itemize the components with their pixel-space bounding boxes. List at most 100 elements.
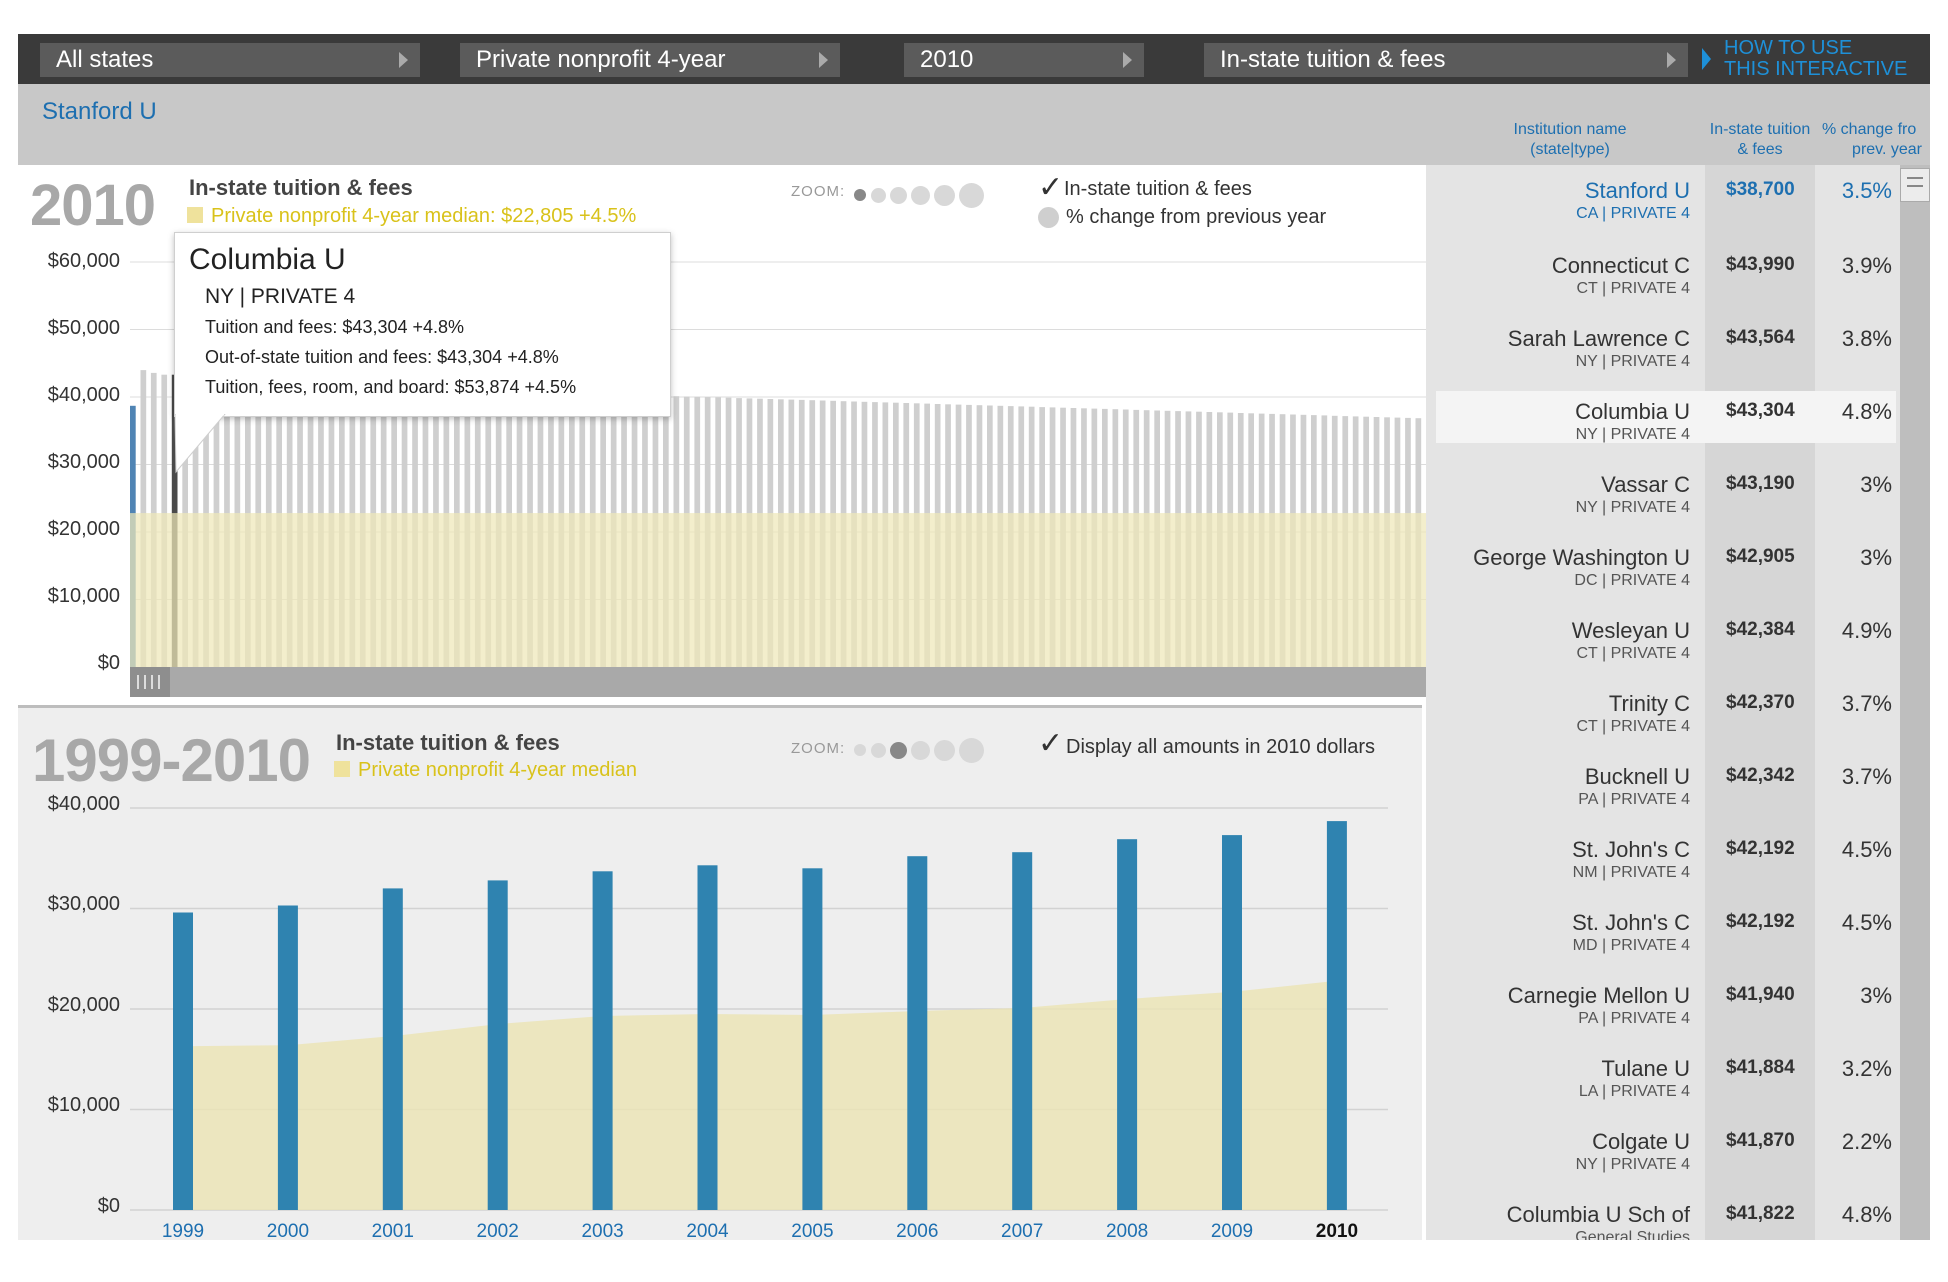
x-tick-label: 2007 [1001,1221,1043,1242]
year-bar [1222,835,1242,1210]
list-item[interactable]: Stanford U CA | PRIVATE 4 $38,700 3.5% [1436,178,1896,246]
list-item[interactable]: Connecticut C CT | PRIVATE 4 $43,990 3.9% [1436,253,1896,321]
list-item[interactable]: Bucknell U PA | PRIVATE 4 $42,342 3.7% [1436,764,1896,832]
x-tick-label: 2002 [477,1221,519,1242]
institution-amount: $43,564 [1726,327,1795,348]
zoom-level-6[interactable] [959,738,984,763]
dropdown-arrow-icon [819,52,828,68]
y-tick: $10,000 [47,585,120,607]
institution-state: CT | PRIVATE 4 [1576,280,1690,297]
sector-dropdown-label: Private nonprofit 4-year [476,46,726,73]
institution-state: MD | PRIVATE 4 [1572,937,1690,954]
checkmark-icon: ✓ [1038,727,1064,760]
list-item[interactable]: Colgate U NY | PRIVATE 4 $41,870 2.2% [1436,1129,1896,1197]
y-tick: $40,000 [47,793,120,815]
institution-pct-change: 3.8% [1841,326,1892,351]
x-tick-label: 2004 [686,1221,729,1242]
zoom-level-6[interactable] [959,183,984,208]
unchecked-circle-icon [1038,207,1059,228]
institution-pct-change: 4.5% [1841,837,1892,862]
zoom-label: ZOOM: [791,183,846,200]
header-amount[interactable]: In-state tuition & fees [1700,120,1820,160]
institution-amount: $41,884 [1726,1057,1795,1078]
zoom-level-4[interactable] [911,186,930,205]
checkmark-icon: ✓ [1038,171,1064,204]
header-institution-line1: Institution name [1513,121,1627,138]
zoom-level-3[interactable] [890,742,907,759]
header-institution[interactable]: Institution name (state|type) [1480,120,1660,160]
dropdown-arrow-icon [1123,52,1132,68]
year-bar [697,865,718,1210]
list-item[interactable]: St. John's C MD | PRIVATE 4 $42,192 4.5% [1436,910,1896,978]
selected-institution-label[interactable]: Stanford U [42,98,157,125]
zoom-level-5[interactable] [934,740,955,761]
list-item[interactable]: Tulane U LA | PRIVATE 4 $41,884 3.2% [1436,1056,1896,1124]
institution-name: Sarah Lawrence C [1507,326,1690,351]
year-bar [907,856,928,1210]
institution-state: NY | PRIVATE 4 [1575,499,1690,516]
x-tick-label: 2003 [581,1221,623,1242]
year-bar [1117,839,1138,1210]
zoom-control[interactable] [854,737,984,763]
scrollbar-thumb[interactable] [1900,168,1930,202]
institution-state: NM | PRIVATE 4 [1572,864,1690,881]
measure-dropdown[interactable]: In-state tuition & fees [1204,43,1688,77]
list-item[interactable]: Sarah Lawrence C NY | PRIVATE 4 $43,564 3.8… [1436,326,1896,394]
institution-state: DC | PRIVATE 4 [1574,572,1690,589]
zoom-level-2[interactable] [871,188,886,203]
list-item[interactable]: St. John's C NM | PRIVATE 4 $42,192 4.5% [1436,837,1896,905]
zoom-level-5[interactable] [934,185,955,206]
grip-icon [1907,177,1923,187]
zoom-level-1[interactable] [854,744,866,756]
how-to-use-link[interactable]: HOW TO USE THIS INTERACTIVE [1702,38,1932,82]
institution-amount: $42,370 [1726,692,1795,713]
median-swatch [187,207,203,223]
institution-pct-change: 4.8% [1841,1202,1892,1227]
x-tick-label: 2005 [791,1221,833,1242]
institution-name: Wesleyan U [1571,618,1690,643]
header-pct[interactable]: % change fro prev. year [1820,120,1930,160]
institution-name: Carnegie Mellon U [1507,983,1690,1008]
institution-list [1426,165,1930,1240]
y-tick: $30,000 [47,893,120,915]
list-item[interactable]: Trinity C CT | PRIVATE 4 $42,370 3.7% [1436,691,1896,759]
institution-name: Bucknell U [1584,764,1690,789]
zoom-level-4[interactable] [911,741,930,760]
scrubber-handle [130,667,170,697]
tooltip-pointer [174,414,226,474]
year-bar [487,880,508,1210]
chart-year: 2010 [30,173,156,238]
state-dropdown[interactable]: All states [40,43,420,77]
sector-dropdown[interactable]: Private nonprofit 4-year [460,43,840,77]
institution-state: CT | PRIVATE 4 [1576,718,1690,735]
play-arrow-icon [1702,48,1711,70]
institution-pct-change: 4.9% [1841,618,1892,643]
year-bar [592,871,613,1210]
year-dropdown[interactable]: 2010 [904,43,1144,77]
header-institution-line2: (state|type) [1530,141,1610,158]
zoom-control[interactable] [854,182,984,208]
list-item[interactable]: Vassar C NY | PRIVATE 4 $43,190 3% [1436,472,1896,540]
list-item[interactable]: Wesleyan U CT | PRIVATE 4 $42,384 4.9% [1436,618,1896,686]
list-item[interactable]: Carnegie Mellon U PA | PRIVATE 4 $41,940 3% [1436,983,1896,1051]
year-bar [1326,821,1347,1210]
list-item[interactable]: George Washington U DC | PRIVATE 4 $42,905… [1436,545,1896,613]
zoom-level-2[interactable] [871,743,886,758]
institution-amount: $41,940 [1726,984,1795,1005]
y-tick: $20,000 [47,994,120,1016]
header-amount-line2: & fees [1737,141,1783,158]
median-area [183,980,1337,1210]
y-tick: $0 [97,652,120,674]
year-dropdown-label: 2010 [920,46,974,73]
chart-years: 1999-2010 [32,727,311,794]
zoom-level-1[interactable] [854,189,866,201]
y-tick: $60,000 [47,250,120,272]
institution-name: Tulane U [1601,1056,1690,1081]
how-to-line1: HOW TO USE [1724,37,1853,59]
institution-pct-change: 3% [1860,472,1892,497]
list-item[interactable]: Columbia U NY | PRIVATE 4 $43,304 4.8% [1436,391,1896,443]
zoom-level-3[interactable] [890,187,907,204]
list-scrollbar[interactable] [1900,165,1930,1240]
